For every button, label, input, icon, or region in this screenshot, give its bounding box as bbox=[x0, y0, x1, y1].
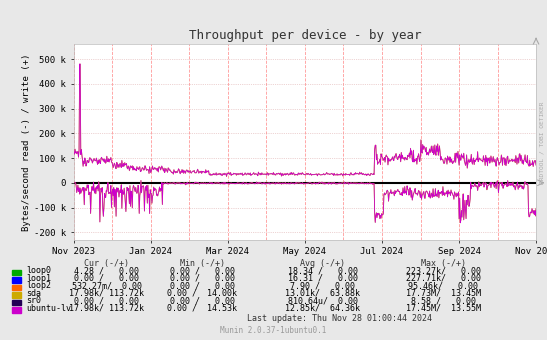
Text: Max (-/+): Max (-/+) bbox=[421, 259, 465, 268]
Text: 17.98k/ 113.72k: 17.98k/ 113.72k bbox=[69, 304, 144, 313]
Text: 12.85k/  64.36k: 12.85k/ 64.36k bbox=[285, 304, 360, 313]
Text: 4.28 /   0.00: 4.28 / 0.00 bbox=[74, 266, 139, 275]
Text: 0.00 /   0.00: 0.00 / 0.00 bbox=[170, 274, 235, 283]
Text: 7.90 /   0.00: 7.90 / 0.00 bbox=[290, 281, 355, 290]
Title: Throughput per device - by year: Throughput per device - by year bbox=[189, 29, 421, 41]
Text: 0.00 /   0.00: 0.00 / 0.00 bbox=[170, 296, 235, 305]
Text: 17.73M/  13.45M: 17.73M/ 13.45M bbox=[405, 289, 481, 298]
Text: 95.46k/   0.00: 95.46k/ 0.00 bbox=[408, 281, 478, 290]
Text: 17.98k/ 113.72k: 17.98k/ 113.72k bbox=[69, 289, 144, 298]
Text: Last update: Thu Nov 28 01:00:44 2024: Last update: Thu Nov 28 01:00:44 2024 bbox=[247, 314, 432, 323]
Text: 8.58 /   0.00: 8.58 / 0.00 bbox=[411, 296, 475, 305]
Text: 0.00 /   0.00: 0.00 / 0.00 bbox=[74, 296, 139, 305]
Text: 227.71k/   0.00: 227.71k/ 0.00 bbox=[405, 274, 481, 283]
Text: Munin 2.0.37-1ubuntu0.1: Munin 2.0.37-1ubuntu0.1 bbox=[220, 326, 327, 335]
Text: 532.27m/  0.00: 532.27m/ 0.00 bbox=[72, 281, 142, 290]
Text: 0.00 /   0.00: 0.00 / 0.00 bbox=[74, 274, 139, 283]
Text: 0.00 /   0.00: 0.00 / 0.00 bbox=[170, 281, 235, 290]
Text: 17.45M/  13.55M: 17.45M/ 13.55M bbox=[405, 304, 481, 313]
Text: loop1: loop1 bbox=[26, 274, 51, 283]
Text: 18.34 /   0.00: 18.34 / 0.00 bbox=[288, 266, 358, 275]
Y-axis label: Bytes/second read (-) / write (+): Bytes/second read (-) / write (+) bbox=[22, 53, 31, 231]
Text: loop0: loop0 bbox=[26, 266, 51, 275]
Text: Min (-/+): Min (-/+) bbox=[180, 259, 225, 268]
Text: loop2: loop2 bbox=[26, 281, 51, 290]
Text: 13.01k/  63.88k: 13.01k/ 63.88k bbox=[285, 289, 360, 298]
Text: RRDTOOL / TOBI OETIKER: RRDTOOL / TOBI OETIKER bbox=[539, 102, 544, 184]
Text: 810.64u/  0.00: 810.64u/ 0.00 bbox=[288, 296, 358, 305]
Text: 0.00 /   0.00: 0.00 / 0.00 bbox=[170, 266, 235, 275]
Text: Avg (-/+): Avg (-/+) bbox=[300, 259, 345, 268]
Text: sda: sda bbox=[26, 289, 41, 298]
Text: Cur (-/+): Cur (-/+) bbox=[84, 259, 129, 268]
Text: 16.31 /   0.00: 16.31 / 0.00 bbox=[288, 274, 358, 283]
Text: ubuntu-lv: ubuntu-lv bbox=[26, 304, 71, 313]
Text: 223.27k/   0.00: 223.27k/ 0.00 bbox=[405, 266, 481, 275]
Text: 0.00 /  14.53k: 0.00 / 14.53k bbox=[167, 304, 237, 313]
Text: 0.00 /  14.00k: 0.00 / 14.00k bbox=[167, 289, 237, 298]
Text: sr0: sr0 bbox=[26, 296, 41, 305]
